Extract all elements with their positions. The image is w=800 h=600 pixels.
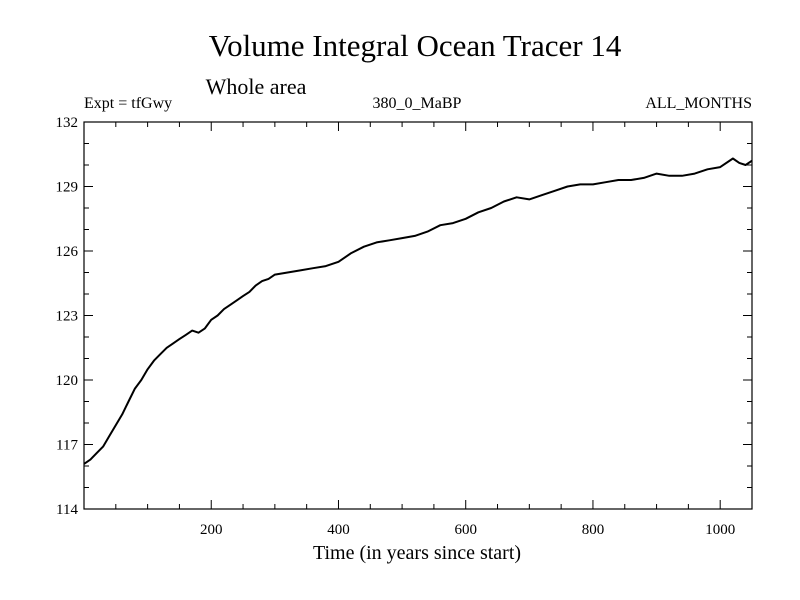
x-tick-label: 1000 [705, 522, 735, 538]
period-label: 380_0_MaBP [373, 95, 462, 112]
y-tick-label: 126 [56, 244, 79, 260]
plot-frame [83, 121, 753, 510]
x-tick-label: 400 [327, 522, 350, 538]
chart-title: Volume Integral Ocean Tracer 14 [209, 28, 622, 63]
x-tick-label: 200 [200, 522, 223, 538]
months-label: ALL_MONTHS [645, 95, 752, 112]
series-line [83, 157, 753, 465]
plot-area: 200 400 600 800 1000 114 117 120 123 126 129 132 [56, 115, 753, 538]
y-tick-label: 123 [56, 309, 79, 325]
axis-ticks [84, 122, 752, 509]
axis-tick-labels: 200 400 600 800 1000 114 117 120 123 126 129 132 [56, 115, 736, 538]
x-axis-label: Time (in years since start) [313, 542, 521, 564]
experiment-label: Expt = tfGwy [84, 95, 172, 112]
chart-subtitle: Whole area [206, 74, 307, 99]
y-tick-label: 129 [56, 180, 79, 196]
y-tick-label: 117 [56, 438, 78, 454]
y-tick-label: 132 [56, 115, 79, 131]
y-tick-label: 114 [56, 502, 78, 518]
x-tick-label: 600 [454, 522, 477, 538]
y-tick-label: 120 [56, 373, 79, 389]
x-tick-label: 800 [582, 522, 605, 538]
